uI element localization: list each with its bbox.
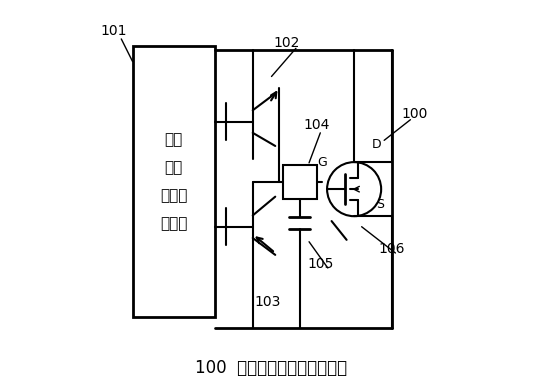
Text: 103: 103 (255, 295, 281, 309)
Text: 100: 100 (401, 107, 427, 121)
Text: チング: チング (160, 188, 187, 203)
Text: 101: 101 (100, 24, 127, 38)
Text: S: S (376, 198, 384, 211)
Bar (283, 165, 317, 198)
Text: スイッ: スイッ (160, 216, 187, 231)
Bar (132, 46, 215, 317)
Text: 104: 104 (304, 118, 330, 132)
Text: 102: 102 (273, 36, 300, 50)
Text: G: G (317, 156, 327, 169)
Text: 制御: 制御 (165, 160, 183, 175)
Text: 105: 105 (307, 257, 333, 271)
Text: 100  ゲート駆動型半導体素子: 100 ゲート駆動型半導体素子 (195, 359, 348, 377)
Text: D: D (372, 138, 382, 150)
Text: 106: 106 (378, 242, 405, 256)
Text: 回路: 回路 (165, 132, 183, 147)
